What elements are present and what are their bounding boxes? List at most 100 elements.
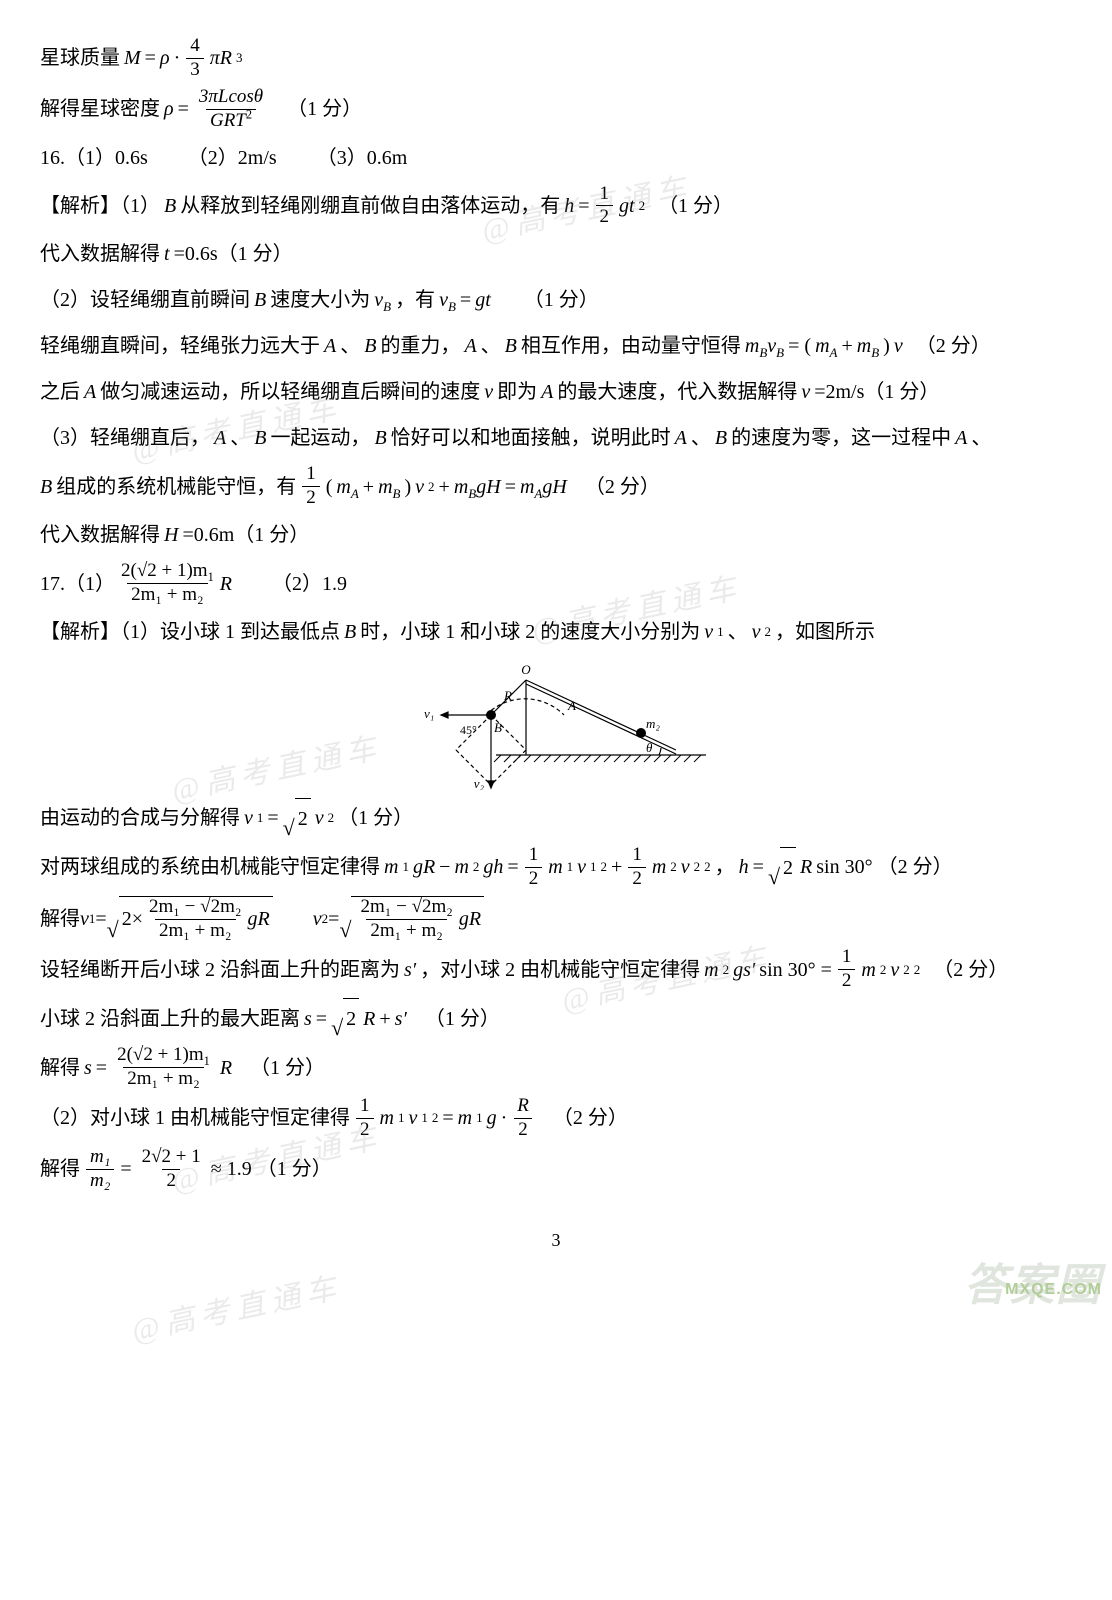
frac-den: 3 — [186, 58, 204, 81]
frac-den: 2 — [596, 205, 614, 228]
text: sin 30° （2 分） — [816, 847, 952, 887]
text: （2）2m/s — [188, 138, 277, 178]
sol-17-s-result: 解得 s = 2(√2 + 1)m1 2m₁ + m₂ R （1 分） — [40, 1045, 1072, 1090]
text: 解得 — [40, 1149, 80, 1189]
points: （1 分） — [658, 186, 733, 226]
equation-star-mass: 星球质量 M = ρ · 43 πR3 — [40, 36, 1072, 81]
frac-num: 3πLcosθ — [195, 87, 267, 109]
text: ，对小球 2 由机械能守恒定律得 — [420, 950, 700, 990]
frac-num: 4 — [186, 36, 204, 58]
text: 【解析】（1）设小球 1 到达最低点 — [40, 612, 340, 652]
sol-16-1: 【解析】（1） B 从释放到轻绳刚绷直前做自由落体运动，有 h = 12 gt2… — [40, 184, 1072, 229]
svg-text:B: B — [494, 720, 502, 735]
text: 小球 2 沿斜面上升的最大距离 — [40, 999, 300, 1039]
text: 组成的系统机械能守恒，有 — [56, 467, 296, 507]
text: 代入数据解得 — [40, 234, 160, 274]
diagram-figure: O R A B 45° v₁ v₂ m₂ θ — [386, 660, 726, 790]
svg-text:θ: θ — [646, 740, 653, 755]
text: 代入数据解得 — [40, 515, 160, 555]
frac-den: 2m₁ + m₂ — [127, 583, 208, 606]
sol-17-energy: 对两球组成的系统由机械能守恒定律得 m1gR − m2gh = 12 m1v12… — [40, 845, 1072, 890]
answer-17: 17.（1） 2(√2 + 1)m1 2m₁ + m₂ R （2）1.9 — [40, 561, 1072, 606]
text: 一起运动， — [270, 418, 370, 458]
text: 的速度为零，这一过程中 — [731, 418, 951, 458]
frac-num: 2√2 + 1 — [138, 1147, 205, 1169]
frac-den: GRT2 — [206, 109, 256, 132]
points: （1 分） — [524, 280, 599, 320]
text: 星球质量 — [40, 38, 120, 78]
svg-text:45°: 45° — [460, 723, 477, 737]
svg-text:R: R — [503, 688, 512, 703]
text: 速度大小为 — [270, 280, 370, 320]
frac-den: 2 — [302, 486, 320, 509]
sol-17-decompose: 由运动的合成与分解得 v1 = 2v2 （1 分） — [40, 798, 1072, 839]
text: ，有 — [395, 280, 435, 320]
sol-17-1a: 【解析】（1）设小球 1 到达最低点 B 时，小球 1 和小球 2 的速度大小分… — [40, 612, 1072, 652]
frac-num: R — [513, 1096, 533, 1118]
frac-num: 1 — [356, 1096, 374, 1118]
frac-den: 2m₁ + m₂ — [366, 919, 447, 942]
watermark-dak-url: MXQE.COM — [1005, 1274, 1102, 1306]
sol-17-v1v2: 解得 v1 = 2× 2m₁ − √2m₂2m₁ + m₂ gR v2 = 2m… — [40, 896, 1072, 942]
text: 的最大速度，代入数据解得 — [557, 372, 797, 412]
text: 相互作用，由动量守恒得 — [521, 326, 741, 366]
sol-16-3a: （3）轻绳绷直后，A、B 一起运动，B 恰好可以和地面接触，说明此时 A、B 的… — [40, 418, 1072, 458]
frac-den: 2m₁ + m₂ — [155, 919, 236, 942]
text: （3）0.6m — [317, 138, 408, 178]
text: 轻绳绷直瞬间，轻绳张力远大于 — [40, 326, 320, 366]
text: 的重力， — [380, 326, 460, 366]
text: 16.（1）0.6s — [40, 138, 148, 178]
frac-num: 1 — [302, 464, 320, 486]
frac-den: 2 — [838, 969, 856, 992]
text: ，如图所示 — [775, 612, 875, 652]
text: 时，小球 1 和小球 2 的速度大小分别为 — [360, 612, 700, 652]
frac-num: 2(√2 + 1)m1 — [117, 561, 218, 583]
points: （2 分） — [585, 467, 660, 507]
text: 由运动的合成与分解得 — [40, 798, 240, 838]
svg-text:m₂: m₂ — [646, 716, 660, 731]
points: （1 分） — [338, 798, 413, 838]
text: 对两球组成的系统由机械能守恒定律得 — [40, 847, 380, 887]
frac-den: m₂ — [86, 1169, 114, 1192]
text: 解得 — [40, 899, 80, 939]
frac-num: 2m₁ − √2m₂ — [145, 897, 245, 919]
text: 解得 — [40, 1048, 80, 1088]
points: （2 分） — [916, 326, 991, 366]
text: 解得星球密度 — [40, 89, 160, 129]
text: 恰好可以和地面接触，说明此时 — [391, 418, 671, 458]
svg-text:v₂: v₂ — [474, 776, 485, 790]
text: =0.6m（1 分） — [182, 515, 309, 555]
frac-den: 2 — [514, 1118, 532, 1141]
text: 做匀减速运动，所以轻绳绷直后瞬间的速度 — [100, 372, 480, 412]
text: （3）轻绳绷直后， — [40, 418, 210, 458]
text: （2）设轻绳绷直前瞬间 — [40, 280, 250, 320]
points: （2 分） — [553, 1098, 628, 1138]
frac-num: m₁ — [86, 1147, 114, 1169]
text: =2m/s（1 分） — [814, 372, 939, 412]
frac-den: 2m₁ + m₂ — [123, 1067, 204, 1090]
sol-16-3b: B 组成的系统机械能守恒，有 12 (mA + mB)v2 + mBgH = m… — [40, 464, 1072, 509]
frac-den: 2 — [628, 867, 646, 890]
text: 设轻绳断开后小球 2 沿斜面上升的距离为 — [40, 950, 400, 990]
frac-num: 1 — [525, 845, 543, 867]
text: 从释放到轻绳刚绷直前做自由落体运动，有 — [180, 186, 560, 226]
sol-16-momentum: 轻绳绷直瞬间，轻绳张力远大于 A、B 的重力，A、B 相互作用，由动量守恒得 m… — [40, 326, 1072, 366]
frac-den: 2 — [162, 1169, 180, 1192]
frac-num: 1 — [628, 845, 646, 867]
text: πR — [210, 38, 232, 78]
svg-text:v₁: v₁ — [424, 706, 434, 721]
sol-16-3c: 代入数据解得 H=0.6m（1 分） — [40, 515, 1072, 555]
points: （1 分） — [287, 89, 362, 129]
svg-text:A: A — [567, 698, 576, 713]
frac-num: 2(√2 + 1)m1 — [113, 1045, 214, 1067]
points: （1 分） — [425, 999, 500, 1039]
svg-text:O: O — [521, 662, 531, 677]
text: （2）1.9 — [272, 564, 347, 604]
equation-density: 解得星球密度 ρ = 3πLcosθGRT2 （1 分） — [40, 87, 1072, 132]
text: =0.6s（1 分） — [174, 234, 293, 274]
text: ， — [715, 847, 735, 887]
text: 17.（1） — [40, 564, 115, 604]
sol-17-s: 小球 2 沿斜面上升的最大距离 s = 2R + s′ （1 分） — [40, 998, 1072, 1039]
sol-16-2: （2）设轻绳绷直前瞬间 B 速度大小为 vB ，有 vB=gt （1 分） — [40, 280, 1072, 320]
text: 之后 — [40, 372, 80, 412]
